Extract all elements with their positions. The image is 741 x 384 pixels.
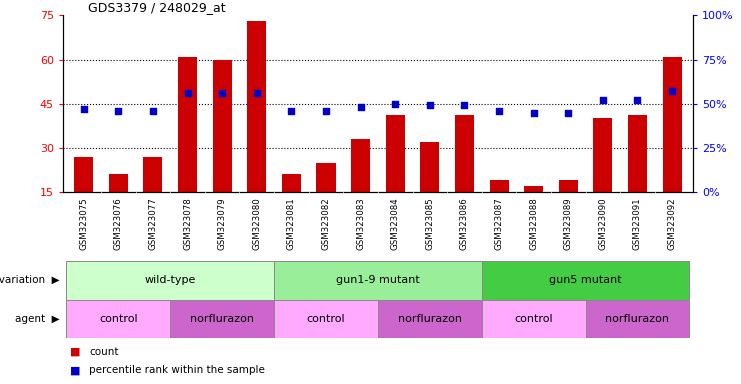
Point: [666, 88, 678, 94]
Text: ■: ■: [70, 347, 81, 357]
Bar: [482, 261, 689, 300]
Bar: [178, 56, 197, 192]
Bar: [594, 118, 612, 192]
Text: GSM323089: GSM323089: [564, 197, 573, 250]
Bar: [74, 157, 93, 192]
Bar: [378, 300, 482, 338]
Point: [493, 108, 505, 114]
Bar: [109, 174, 128, 192]
Text: GSM323085: GSM323085: [425, 197, 434, 250]
Text: ■: ■: [70, 365, 81, 375]
Bar: [585, 300, 689, 338]
Bar: [482, 300, 585, 338]
Bar: [490, 180, 508, 192]
Point: [320, 108, 332, 114]
Bar: [662, 56, 682, 192]
Bar: [316, 162, 336, 192]
Point: [216, 90, 228, 96]
Text: control: control: [99, 314, 138, 324]
Bar: [420, 142, 439, 192]
Text: gun1-9 mutant: gun1-9 mutant: [336, 275, 420, 285]
Text: GSM323092: GSM323092: [668, 197, 677, 250]
Point: [182, 90, 193, 96]
Point: [285, 108, 297, 114]
Bar: [628, 116, 647, 192]
Bar: [67, 300, 170, 338]
Text: control: control: [307, 314, 345, 324]
Point: [424, 103, 436, 109]
Point: [355, 104, 367, 110]
Text: GSM323080: GSM323080: [252, 197, 262, 250]
Text: GSM323084: GSM323084: [391, 197, 399, 250]
Text: GSM323082: GSM323082: [322, 197, 330, 250]
Bar: [524, 186, 543, 192]
Text: GSM323090: GSM323090: [598, 197, 608, 250]
Text: GSM323091: GSM323091: [633, 197, 642, 250]
Text: norflurazon: norflurazon: [605, 314, 669, 324]
Point: [528, 109, 539, 116]
Bar: [559, 180, 578, 192]
Text: norflurazon: norflurazon: [398, 314, 462, 324]
Point: [78, 106, 90, 112]
Bar: [274, 300, 378, 338]
Text: GSM323086: GSM323086: [460, 197, 469, 250]
Bar: [351, 139, 370, 192]
Bar: [247, 21, 266, 192]
Text: GSM323076: GSM323076: [114, 197, 123, 250]
Point: [562, 109, 574, 116]
Bar: [170, 300, 274, 338]
Point: [631, 97, 643, 103]
Text: wild-type: wild-type: [144, 275, 196, 285]
Bar: [282, 174, 301, 192]
Text: percentile rank within the sample: percentile rank within the sample: [89, 365, 265, 375]
Text: GDS3379 / 248029_at: GDS3379 / 248029_at: [88, 1, 226, 14]
Text: GSM323075: GSM323075: [79, 197, 88, 250]
Text: count: count: [89, 347, 119, 357]
Point: [251, 90, 263, 96]
Text: GSM323079: GSM323079: [218, 197, 227, 250]
Text: GSM323083: GSM323083: [356, 197, 365, 250]
Bar: [67, 261, 274, 300]
Point: [597, 97, 609, 103]
Text: gun5 mutant: gun5 mutant: [549, 275, 622, 285]
Text: GSM323078: GSM323078: [183, 197, 192, 250]
Text: norflurazon: norflurazon: [190, 314, 254, 324]
Point: [113, 108, 124, 114]
Text: GSM323088: GSM323088: [529, 197, 538, 250]
Text: GSM323077: GSM323077: [148, 197, 158, 250]
Text: GSM323081: GSM323081: [287, 197, 296, 250]
Bar: [455, 116, 474, 192]
Bar: [144, 157, 162, 192]
Text: control: control: [514, 314, 553, 324]
Point: [389, 101, 401, 107]
Point: [459, 103, 471, 109]
Bar: [386, 116, 405, 192]
Text: GSM323087: GSM323087: [494, 197, 504, 250]
Point: [147, 108, 159, 114]
Text: agent  ▶: agent ▶: [15, 314, 59, 324]
Text: genotype/variation  ▶: genotype/variation ▶: [0, 275, 59, 285]
Bar: [274, 261, 482, 300]
Bar: [213, 60, 232, 192]
